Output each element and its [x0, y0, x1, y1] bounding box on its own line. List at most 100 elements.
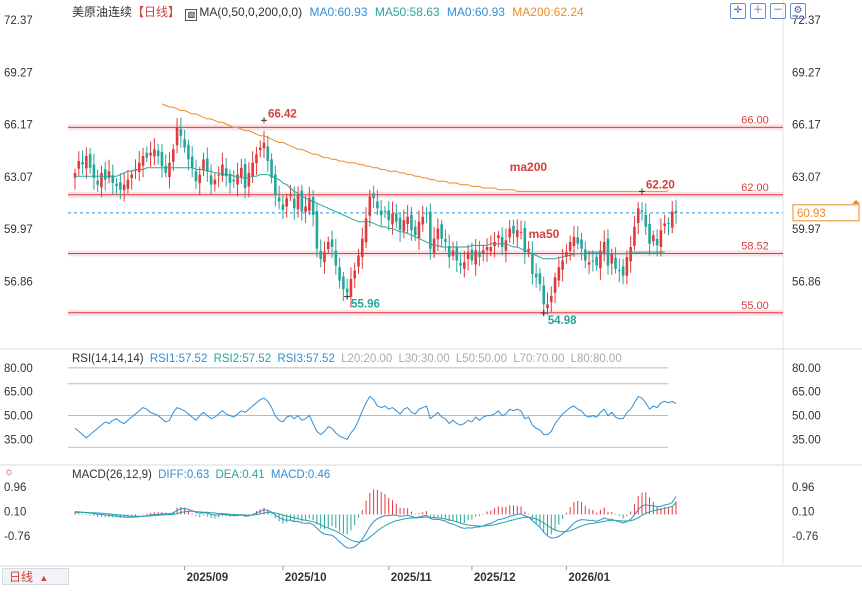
- candle-body: [568, 241, 572, 251]
- candle-body: [572, 236, 576, 247]
- candle-body: [549, 295, 553, 303]
- candle-body: [523, 227, 527, 253]
- candle-body: [565, 252, 568, 257]
- level-label: 55.00: [741, 300, 769, 312]
- candle-body: [451, 250, 455, 256]
- rsi-legend: RSI(14,14,14) RSI1:57.52 RSI2:57.52 RSI3…: [72, 353, 622, 365]
- candle-body: [527, 248, 530, 252]
- candle-body: [274, 174, 277, 195]
- price-tick-left: 69.27: [4, 67, 33, 79]
- candle-body: [209, 175, 213, 185]
- candle-body: [398, 217, 402, 231]
- candle-body: [262, 142, 266, 149]
- crosshair-icon[interactable]: ✛: [730, 3, 746, 19]
- candle-body: [387, 210, 391, 221]
- series-label: ma200: [510, 160, 548, 174]
- price-tick-left: 59.97: [4, 224, 33, 236]
- candle-body: [421, 216, 425, 225]
- candle-body: [103, 169, 107, 180]
- candle-body: [206, 158, 209, 172]
- x-tick-label: 2026/01: [568, 572, 610, 584]
- candle-body: [553, 277, 557, 293]
- candle-body: [625, 257, 629, 276]
- period-tab[interactable]: 日线 ▲: [2, 568, 69, 585]
- candle-body: [292, 198, 296, 209]
- candle-body: [345, 288, 349, 293]
- candle-body: [478, 251, 481, 258]
- zoom-in-icon[interactable]: ＋: [750, 3, 766, 19]
- candle-body: [474, 250, 477, 265]
- candle-body: [85, 156, 88, 169]
- candle-body: [485, 247, 489, 251]
- candle-body: [137, 162, 141, 172]
- dea-line: [74, 502, 677, 543]
- candle-body: [402, 220, 406, 232]
- candle-body: [538, 273, 542, 285]
- candle-body: [122, 184, 126, 191]
- x-tick-label: 2025/09: [187, 572, 229, 584]
- price-tag: [792, 204, 860, 222]
- macd-tick-right: 0.96: [792, 482, 814, 494]
- zoom-out-icon[interactable]: －: [770, 3, 786, 19]
- level-label: 58.52: [741, 240, 769, 252]
- candle-body: [500, 237, 504, 248]
- candle-body: [606, 238, 610, 266]
- symbol-title: 美原油连续: [72, 5, 133, 19]
- candle-body: [198, 174, 202, 184]
- candle-body: [353, 270, 357, 279]
- candle-body: [621, 266, 625, 276]
- settings-icon[interactable]: ⚙: [790, 3, 806, 19]
- rsi-legend-1: RSI2:57.52: [213, 353, 272, 365]
- ma50-line: [75, 167, 665, 260]
- candle-body: [512, 225, 515, 234]
- price-tick-left: 56.86: [4, 276, 33, 288]
- rsi-legend-2: RSI3:57.52: [277, 353, 335, 365]
- candle-body: [81, 162, 84, 165]
- candle-body: [232, 179, 236, 182]
- candle-body: [515, 230, 519, 238]
- macd-tick-left: -0.76: [4, 531, 30, 543]
- candle-body: [663, 223, 666, 227]
- period-badge[interactable]: 【日线】: [132, 5, 181, 19]
- candle-body: [240, 167, 243, 177]
- indicator-settings-icon[interactable]: ☼: [4, 466, 15, 478]
- rsi-legend-6: L70:70.00: [513, 353, 565, 365]
- candle-body: [323, 252, 326, 263]
- candle-body: [561, 260, 564, 270]
- rsi-legend-7: L80:80.00: [570, 353, 622, 365]
- candle-body: [88, 153, 92, 168]
- candle-body: [221, 164, 224, 176]
- ma-value-1: MA50:58.63: [374, 5, 440, 19]
- candle-body: [648, 223, 651, 244]
- candle-body: [542, 285, 546, 305]
- candle-body: [149, 152, 152, 156]
- candle-body: [447, 246, 451, 258]
- ma-toggle-icon[interactable]: ▧: [185, 9, 198, 21]
- candle-body: [77, 161, 81, 169]
- macd-tick-left: 0.10: [4, 507, 26, 519]
- candle-body: [610, 253, 614, 264]
- rsi-tick-left: 65.00: [4, 387, 33, 399]
- candle-body: [153, 149, 156, 157]
- candle-body: [357, 255, 360, 267]
- candle-body: [591, 260, 595, 262]
- candle-body: [258, 147, 262, 151]
- rsi-tick-right: 65.00: [792, 387, 821, 399]
- candle-body: [236, 174, 239, 185]
- candle-body: [92, 164, 96, 178]
- candle-body: [459, 262, 462, 266]
- candle-body: [391, 213, 394, 225]
- candle-body: [338, 267, 341, 281]
- price-tag-arrow-icon: [852, 199, 860, 204]
- price-tick-left: 72.37: [4, 15, 33, 27]
- candle-body: [489, 247, 493, 252]
- candle-body: [160, 151, 164, 167]
- candle-body: [410, 214, 413, 231]
- candle-body: [175, 127, 179, 146]
- rsi-tick-right: 35.00: [792, 434, 821, 446]
- candle-body: [379, 210, 383, 216]
- candle-body: [519, 231, 523, 233]
- level-label: 66.00: [741, 114, 769, 126]
